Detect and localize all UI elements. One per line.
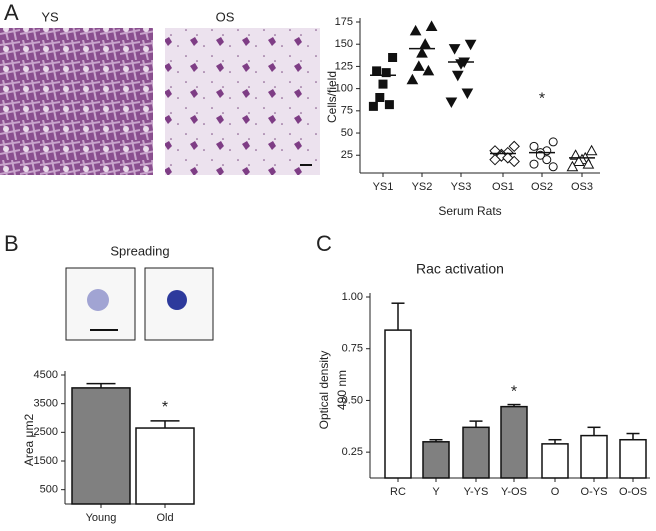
point	[548, 162, 558, 172]
panel-label: B	[4, 231, 19, 256]
bar	[422, 441, 450, 479]
y-tick-label: 125	[335, 60, 353, 72]
y-tick-label: 150	[335, 38, 353, 50]
y-tick-label: 0.75	[342, 343, 363, 355]
point	[542, 155, 552, 165]
y-tick-label: 1500	[34, 455, 58, 467]
point	[489, 153, 501, 166]
point	[406, 73, 419, 85]
x-tick-label: Y-OS	[501, 486, 527, 498]
bar	[580, 434, 608, 479]
point	[388, 53, 398, 63]
x-tick-label: YS3	[451, 181, 472, 193]
x-tick-label: O-YS	[581, 486, 608, 498]
x-tick-label: Young	[86, 512, 117, 524]
x-tick-label: YS1	[373, 181, 394, 193]
annotation: *	[511, 383, 517, 400]
x-tick-label: RC	[390, 486, 406, 498]
y-axis-label: 490 nm	[335, 370, 349, 410]
x-tick-label: O-OS	[619, 486, 647, 498]
panel-label: C	[316, 231, 332, 256]
point	[548, 137, 558, 147]
image-label: OS	[216, 9, 235, 24]
y-axis-label: Area μm2	[22, 414, 36, 467]
point	[448, 44, 461, 55]
panel-label: A	[4, 0, 19, 25]
point	[384, 100, 394, 110]
y-tick-label: 2500	[34, 426, 58, 438]
y-tick-label: 0.25	[342, 446, 363, 458]
bar	[619, 438, 647, 479]
point	[529, 159, 539, 169]
y-tick-label: 100	[335, 83, 353, 95]
image-label: YS	[41, 9, 59, 24]
point	[464, 39, 477, 51]
bar	[500, 405, 528, 479]
point	[461, 88, 474, 100]
x-tick-label: OS1	[492, 181, 514, 193]
y-tick-label: 3500	[34, 398, 58, 410]
point	[585, 144, 598, 156]
point	[422, 64, 435, 76]
point	[445, 97, 458, 108]
point	[451, 70, 464, 82]
x-axis-label: Serum Rats	[438, 204, 501, 218]
y-tick-label: 4500	[34, 369, 58, 381]
point	[508, 155, 520, 168]
point	[419, 38, 432, 49]
x-tick-label: Y-YS	[464, 486, 489, 498]
bar	[71, 387, 131, 505]
x-tick-label: O	[551, 486, 560, 498]
bar	[384, 329, 412, 479]
point	[529, 141, 539, 151]
bar	[462, 426, 490, 479]
y-axis-label: Optical density	[317, 351, 331, 430]
point	[412, 60, 425, 71]
y-tick-label: 50	[341, 127, 353, 139]
point	[416, 47, 428, 58]
x-tick-label: OS3	[571, 181, 593, 193]
x-tick-label: Old	[156, 512, 173, 524]
point	[572, 155, 585, 166]
point	[425, 20, 438, 31]
point	[375, 93, 385, 102]
micrograph	[165, 28, 320, 175]
point	[368, 101, 378, 111]
point	[508, 140, 520, 153]
point	[378, 79, 388, 89]
point	[372, 66, 382, 76]
point	[409, 24, 422, 36]
annotation: *	[162, 399, 168, 416]
bar	[135, 427, 195, 505]
bar	[541, 443, 569, 479]
point	[566, 160, 579, 172]
chart-title: Rac activation	[416, 261, 504, 277]
annotation: *	[539, 90, 545, 107]
image-label: Spreading	[110, 243, 169, 258]
point	[582, 158, 595, 169]
y-tick-label: 175	[335, 16, 353, 28]
cell	[87, 289, 109, 311]
y-tick-label: 75	[341, 105, 353, 117]
x-tick-label: OS2	[531, 181, 553, 193]
x-tick-label: Y	[432, 486, 440, 498]
cell	[167, 290, 187, 310]
micrograph	[0, 28, 153, 175]
y-tick-label: 1.00	[342, 291, 363, 303]
x-tick-label: YS2	[412, 181, 433, 193]
y-tick-label: 0.50	[342, 394, 363, 406]
y-tick-label: 500	[40, 484, 58, 496]
y-tick-label: 25	[341, 149, 353, 161]
y-axis-label: Cells/field	[325, 71, 339, 123]
